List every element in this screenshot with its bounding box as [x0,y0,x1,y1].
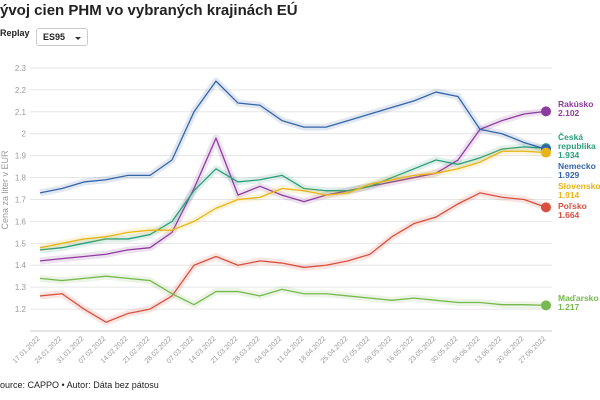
line [39,192,547,323]
end-value: 1.934 [558,149,580,160]
y-tick-label: 1.5 [15,239,27,248]
y-tick-label: 1.8 [15,174,27,183]
end-dot [541,202,551,213]
end-dot [541,106,551,117]
y-tick-label: 1.9 [15,152,27,161]
series-name: Nemecko [558,160,596,171]
end-label: Slovensko 1.914 [558,180,600,200]
y-tick-label: 1.3 [15,283,27,292]
end-dot [541,147,551,158]
end-value: 1.914 [558,189,580,200]
series-name: Rakúsko [558,99,594,110]
series-name: Česká republika [558,131,596,151]
series-name: Maďarsko [558,293,599,304]
line [39,146,547,251]
end-value: 2.102 [558,108,580,119]
title: ývoj cien PHM vo vybraných krajinách EÚ [0,2,298,19]
line [39,110,547,262]
y-tick-label: 1.2 [15,305,27,314]
y-tick-label: 2 [22,130,27,139]
y-axis-label: Cena za liter v EUR [0,150,10,230]
end-value: 1.664 [558,209,580,220]
end-value: 1.217 [558,302,580,313]
series-name: Poľsko [558,200,587,211]
y-tick-label: 1.6 [15,217,27,226]
end-value: 1.929 [558,169,580,180]
end-label: Rakúsko 2.102 [558,100,600,118]
y-tick-label: 2.1 [15,108,27,117]
y-tick-label: 2.3 [15,64,27,73]
line-halo [39,77,548,197]
line [39,80,547,194]
y-tick-label: 1.4 [15,261,27,270]
end-label: Česká republika 1.934 [558,131,600,160]
end-label: Poľsko 1.664 [558,200,600,220]
line [39,150,547,249]
y-tick-label: 1.7 [15,195,27,204]
end-label: Maďarsko 1.217 [558,294,600,312]
fuel-select[interactable]: ES95 [36,28,89,46]
line-halo [39,272,547,309]
series-name: Slovensko [558,180,600,191]
line [39,275,547,307]
source: ource: CAPPO • Autor: Dáta bez pátosu [0,380,159,390]
end-dot [541,300,551,311]
end-label: Nemecko 1.929 [558,160,600,180]
y-tick-label: 2.2 [15,86,27,95]
chart: Cena za liter v EUR 1.2 1.3 1.4 1.5 1.6 1.7 1.… [0,64,552,365]
replay-button[interactable]: Replay [0,28,30,38]
